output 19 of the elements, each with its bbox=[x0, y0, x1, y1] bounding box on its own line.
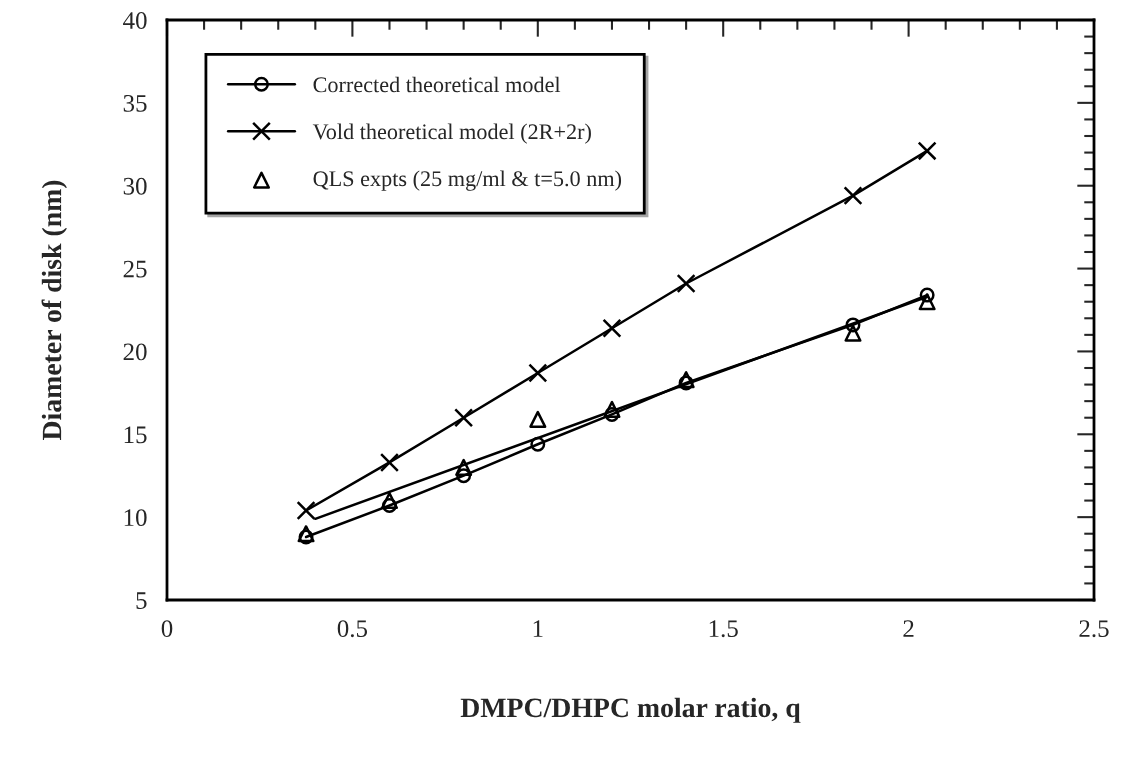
x-tick-label: 0 bbox=[161, 620, 173, 638]
x-tick-label: 0.5 bbox=[337, 620, 368, 638]
x-tick-label: 2.5 bbox=[1079, 620, 1109, 638]
legend-label: Vold theoretical model (2R+2r) bbox=[312, 123, 591, 144]
y-tick-label: 15 bbox=[124, 426, 147, 444]
y-tick-label: 35 bbox=[123, 94, 147, 112]
y-tick-label: 20 bbox=[123, 343, 147, 361]
y-axis-title: Diameter of disk (nm) bbox=[41, 180, 67, 441]
x-axis-title: DMPC/DHPC molar ratio, q bbox=[460, 697, 801, 723]
legend-label: QLS expts (25 mg/ml & t=5.0 nm) bbox=[313, 170, 622, 191]
y-tick-label: 40 bbox=[123, 12, 147, 29]
y-tick-label: 25 bbox=[123, 260, 147, 278]
x-tick-label: 2 bbox=[903, 620, 914, 637]
y-tick-label: 5 bbox=[136, 592, 147, 609]
y-tick-label: 30 bbox=[123, 177, 147, 195]
x-tick-label: 1 bbox=[533, 620, 543, 637]
x-tick-label: 1.5 bbox=[709, 620, 738, 638]
legend-label: Corrected theoretical model bbox=[313, 76, 561, 93]
y-tick-label: 10 bbox=[124, 509, 147, 527]
